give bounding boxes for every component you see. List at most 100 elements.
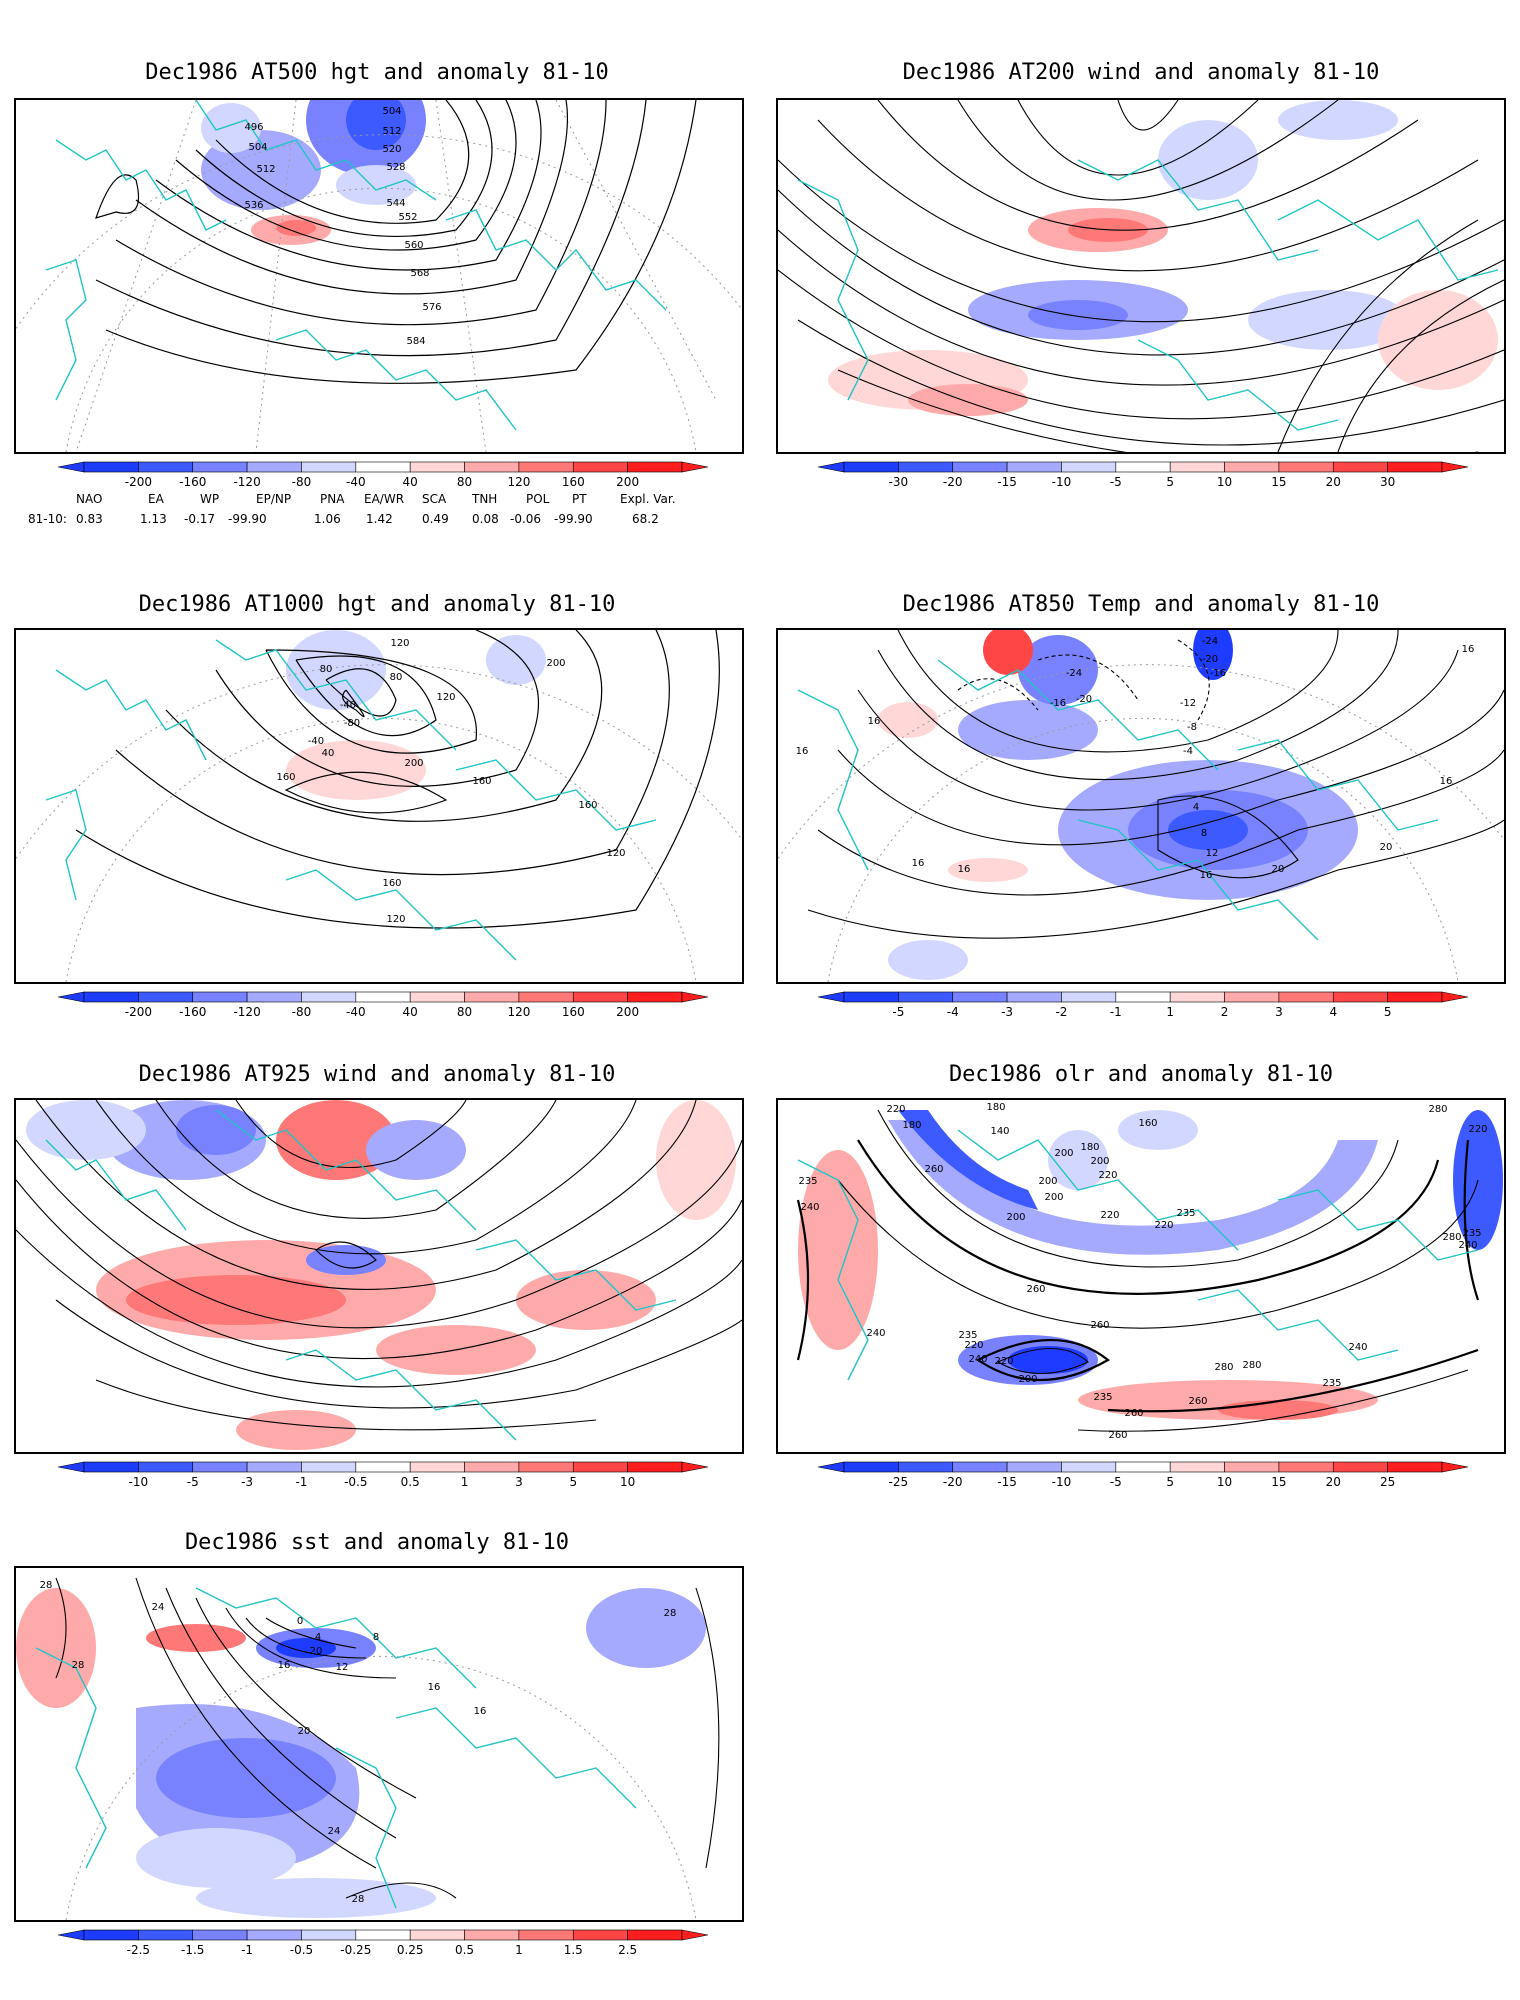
colorbar-tick-label: -5 (1110, 475, 1122, 489)
contour-label: 220 (1154, 1220, 1173, 1231)
colorbar-segment (1387, 1461, 1443, 1473)
contour-label: 28 (40, 1580, 53, 1591)
height-contours (75, 630, 720, 929)
colorbar-svg: -30 -20 -15 -10 -5 5 10 15 20 30 (817, 461, 1469, 489)
contour-label: 16 (474, 1706, 487, 1717)
colorbar-tick-label: -40 (346, 1005, 366, 1019)
contour-label: 20 (310, 1646, 323, 1657)
colorbar-svg: -25 -20 -15 -10 -5 5 10 15 20 25 (817, 1461, 1469, 1489)
colorbar-tick-label: -15 (997, 1475, 1017, 1489)
colorbar-segment (572, 1461, 628, 1473)
contour-label: -16 (1050, 698, 1066, 709)
tc-value: -0.17 (184, 512, 216, 526)
colorbar-segment (1061, 1461, 1117, 1473)
contour-label: 220 (964, 1340, 983, 1351)
colorbar-segment (1169, 1461, 1225, 1473)
colorbar: -25 -20 -15 -10 -5 5 10 15 20 25 (817, 1461, 1469, 1492)
colorbar-tick-label: -80 (292, 1005, 312, 1019)
contour-label: 140 (990, 1126, 1009, 1137)
contour-label: 200 (1054, 1148, 1073, 1159)
colorbar-segment (1115, 1461, 1171, 1473)
colorbar-segment (301, 1929, 357, 1941)
colorbar-tick-label: -4 (947, 1005, 959, 1019)
colorbar-segment (627, 991, 683, 1003)
colorbar-tick-label: 2.5 (618, 1943, 637, 1957)
colorbar-arrow-high (681, 1461, 709, 1473)
map-plot: -24 -20 -16 -24 -20 -16 -12 -8 -4 16 16 … (778, 630, 1504, 982)
colorbar-tick-label: -5 (1110, 1475, 1122, 1489)
contour-label: 200 (404, 758, 423, 769)
contour-label: 280 (1242, 1360, 1261, 1371)
contour-label: 280 (1214, 1362, 1233, 1373)
colorbar-segment (83, 461, 139, 473)
contour-label: 0 (297, 1616, 303, 1627)
colorbar-segment (355, 1929, 411, 1941)
map-plot: 220 180 140 160 180 200 180 200 220 200 … (796, 1102, 1503, 1441)
colorbar-tick-label: 40 (403, 1005, 418, 1019)
map-frame: 496 504 504 512 512 520 528 536 544 552 … (14, 98, 744, 454)
colorbar-tick-label: -160 (179, 1005, 206, 1019)
colorbar-segment (843, 461, 899, 473)
contour-label: 240 (866, 1328, 885, 1339)
contour-label: 240 (1458, 1240, 1477, 1251)
contour-label: 220 (1468, 1124, 1487, 1135)
streamlines (778, 100, 1504, 452)
colorbar-tick-label: 1.5 (564, 1943, 583, 1957)
contour-label: 552 (398, 212, 417, 223)
panel-title: Dec1986 AT200 wind and anomaly 81-10 (902, 60, 1380, 85)
panel-olr: Dec1986 olr and anomaly 81-10 (760, 1062, 1520, 1502)
colorbar-segment (83, 991, 139, 1003)
colorbar-segment (1061, 461, 1117, 473)
anomaly-shading (201, 100, 426, 245)
contour-label: 4 (1193, 802, 1199, 813)
colorbar-tick-label: -1.5 (181, 1943, 204, 1957)
tc-header: EP/NP (256, 492, 292, 506)
map-frame: -40 -80 -40 40 80 80 120 120 200 160 160… (14, 628, 744, 984)
contour-label: -16 (1210, 668, 1226, 679)
anomaly-shading (828, 100, 1498, 416)
colorbar-tick-label: 0.25 (397, 1943, 424, 1957)
coastlines (45, 639, 657, 961)
coastlines (797, 1129, 1479, 1381)
grid-lines (778, 664, 1504, 982)
colorbar-segment (627, 1929, 683, 1941)
colorbar-tick-label: 1 (461, 1475, 469, 1489)
contour-labels: 496 504 504 512 512 520 528 536 544 552 … (244, 106, 441, 347)
colorbar-tick-label: -20 (943, 1475, 963, 1489)
contour-label: -12 (1180, 698, 1196, 709)
colorbar-segment (192, 461, 248, 473)
colorbar-tick-label: -1 (1110, 1005, 1122, 1019)
colorbar-segment (1169, 991, 1225, 1003)
colorbar-segment (898, 1461, 954, 1473)
contour-label: 260 (1188, 1396, 1207, 1407)
contour-label: 235 (1462, 1228, 1481, 1239)
colorbar: -30 -20 -15 -10 -5 5 10 15 20 30 (817, 461, 1469, 492)
anomaly-shading (286, 630, 546, 800)
map-plot (16, 1100, 742, 1450)
contour-label: 260 (1090, 1320, 1109, 1331)
colorbar-segment (1387, 461, 1443, 473)
contour-label: -8 (1187, 722, 1197, 733)
colorbar-tick-label: -120 (233, 1005, 260, 1019)
colorbar-tick-label: -3 (1001, 1005, 1013, 1019)
contour-label: 280 (1442, 1232, 1461, 1243)
tc-header: TNH (472, 492, 498, 506)
contour-label: -20 (1202, 654, 1218, 665)
colorbar-segment (1224, 991, 1280, 1003)
colorbar-arrow-low (817, 461, 845, 473)
colorbar-segment (1278, 1461, 1334, 1473)
teleconnection-indices: NAO EA WP EP/NP PNA EA/WR SCA TNH POL PT… (24, 492, 724, 532)
colorbar-segment (1061, 991, 1117, 1003)
contour-label: 235 (1176, 1208, 1195, 1219)
colorbar-tick-label: 4 (1329, 1005, 1337, 1019)
colorbar-segment (409, 1461, 465, 1473)
contour-label: 16 (958, 864, 971, 875)
anomaly-shading (16, 1588, 706, 1918)
contour-label: 200 (1038, 1176, 1057, 1187)
colorbar-segment (246, 1461, 302, 1473)
colorbar-svg: -200 -160 -120 -80 -40 40 80 120 160 200 (57, 461, 709, 489)
contour-label: 4 (315, 1632, 321, 1643)
colorbar-tick-label: 10 (620, 1475, 635, 1489)
contour-label: 28 (72, 1660, 85, 1671)
contour-label: 20 (1380, 842, 1393, 853)
